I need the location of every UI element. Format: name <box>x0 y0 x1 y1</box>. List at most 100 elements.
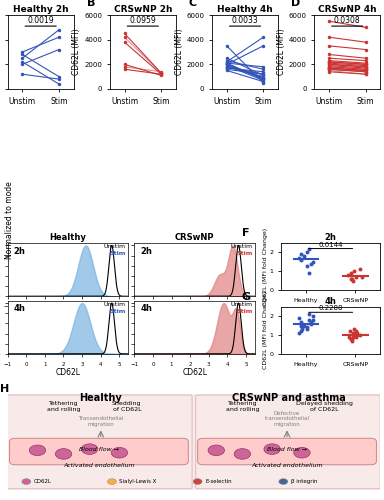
Point <box>348 335 354 343</box>
Title: 4h: 4h <box>325 297 337 306</box>
FancyBboxPatch shape <box>8 395 192 489</box>
Point <box>351 267 358 275</box>
Title: CRSwNP: CRSwNP <box>175 233 215 242</box>
Title: CRSwNP 2h: CRSwNP 2h <box>114 5 172 14</box>
Circle shape <box>234 448 250 459</box>
Text: β integrin: β integrin <box>291 479 317 484</box>
Text: 2h: 2h <box>14 246 26 256</box>
Point <box>349 276 356 284</box>
Point <box>351 326 358 334</box>
Text: Stim: Stim <box>237 251 253 256</box>
Y-axis label: CD62L (MFI): CD62L (MFI) <box>277 28 286 76</box>
Text: 0.0144: 0.0144 <box>318 242 343 248</box>
Circle shape <box>111 448 127 458</box>
Point <box>306 269 312 277</box>
FancyBboxPatch shape <box>6 392 382 491</box>
Point <box>308 260 314 268</box>
Text: 0.2288: 0.2288 <box>318 306 343 312</box>
Circle shape <box>29 445 46 456</box>
Point <box>304 262 310 270</box>
Point <box>298 320 304 328</box>
Text: Stim: Stim <box>237 308 253 314</box>
Point <box>296 254 303 262</box>
Text: 2h: 2h <box>141 246 152 256</box>
Circle shape <box>22 478 31 484</box>
Point <box>348 269 354 277</box>
Text: 0.0033: 0.0033 <box>232 16 258 25</box>
Circle shape <box>264 444 280 454</box>
Point <box>301 322 307 330</box>
Point <box>346 333 352 341</box>
Text: C: C <box>189 0 197 8</box>
Title: Healthy 4h: Healthy 4h <box>217 5 273 14</box>
Text: F: F <box>242 228 249 238</box>
Point <box>298 250 304 258</box>
Point <box>345 271 351 279</box>
Text: Unstim: Unstim <box>104 244 126 250</box>
Text: Shedding
of CD62L: Shedding of CD62L <box>112 401 142 411</box>
Point <box>298 318 304 326</box>
FancyBboxPatch shape <box>196 395 380 489</box>
Title: Healthy: Healthy <box>50 233 86 242</box>
Point <box>353 327 359 335</box>
Text: Unstim: Unstim <box>231 244 253 250</box>
Text: E-selectin: E-selectin <box>205 479 232 484</box>
Text: 4h: 4h <box>141 304 152 313</box>
Point <box>348 271 354 279</box>
Point <box>349 335 355 343</box>
Point <box>347 327 353 335</box>
Text: Activated endothelium: Activated endothelium <box>63 463 135 468</box>
Point <box>304 326 310 334</box>
Point <box>354 331 360 339</box>
Point <box>359 273 366 281</box>
Text: Blood flow →: Blood flow → <box>267 447 307 452</box>
Point <box>349 275 355 283</box>
Point <box>306 244 313 252</box>
Point <box>348 275 354 283</box>
Text: D: D <box>291 0 300 8</box>
Circle shape <box>279 478 288 484</box>
Text: CRSwNP and asthma: CRSwNP and asthma <box>232 393 346 403</box>
Y-axis label: CD62L (MFI fold Change): CD62L (MFI fold Change) <box>263 228 268 306</box>
Text: B: B <box>87 0 95 8</box>
Title: Healthy 2h: Healthy 2h <box>13 5 68 14</box>
Text: Activated endothelium: Activated endothelium <box>251 463 323 468</box>
Point <box>354 331 360 339</box>
Text: 0.0308: 0.0308 <box>334 16 361 25</box>
Text: Stim: Stim <box>109 251 126 256</box>
Point <box>308 320 314 328</box>
Point <box>310 316 316 324</box>
Point <box>354 329 360 337</box>
Circle shape <box>208 445 225 456</box>
Text: 4h: 4h <box>14 304 26 313</box>
Point <box>306 316 313 324</box>
Text: H: H <box>0 384 10 394</box>
Point <box>305 248 311 256</box>
Title: 2h: 2h <box>325 233 337 242</box>
Text: G: G <box>242 292 251 302</box>
Text: CD62L: CD62L <box>34 479 52 484</box>
Text: Blood flow →: Blood flow → <box>79 447 119 452</box>
Y-axis label: CD62L (MFI): CD62L (MFI) <box>73 28 81 76</box>
Y-axis label: CD62L (MFI): CD62L (MFI) <box>175 28 184 76</box>
Circle shape <box>294 448 310 458</box>
Text: Normalized to mode: Normalized to mode <box>5 181 14 259</box>
Text: Delayed shedding
of CD62L: Delayed shedding of CD62L <box>296 401 353 411</box>
Text: Healthy: Healthy <box>79 393 122 403</box>
Point <box>299 326 305 334</box>
Point <box>349 336 356 344</box>
Text: 0.0019: 0.0019 <box>27 16 54 25</box>
Point <box>301 252 307 260</box>
Point <box>298 322 304 330</box>
Circle shape <box>81 444 98 454</box>
Point <box>357 331 363 339</box>
Point <box>308 318 314 326</box>
FancyBboxPatch shape <box>10 438 188 465</box>
Point <box>350 333 356 341</box>
Point <box>306 310 312 318</box>
Point <box>298 256 304 264</box>
FancyBboxPatch shape <box>198 438 376 465</box>
Title: CRSwNP 4h: CRSwNP 4h <box>318 5 376 14</box>
Point <box>298 327 304 335</box>
X-axis label: CD62L: CD62L <box>182 368 207 377</box>
